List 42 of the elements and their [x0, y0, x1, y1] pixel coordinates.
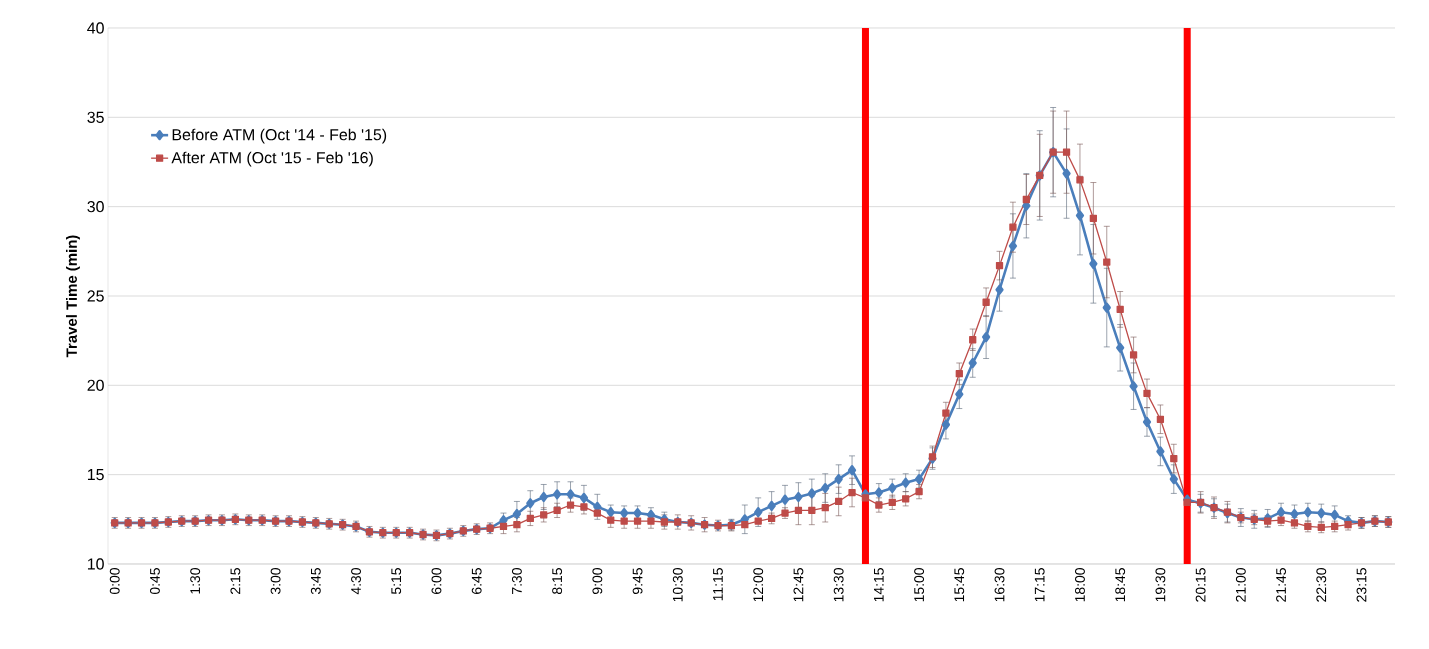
x-tick-label: 13:30: [833, 568, 844, 602]
x-tick-label: 12:45: [793, 568, 804, 602]
y-tick-label: 30: [87, 201, 104, 213]
x-tick-label: 3:00: [270, 568, 281, 595]
x-tick-label: 6:00: [431, 568, 442, 594]
y-tick-label: 10: [87, 558, 104, 570]
x-tick-label: 2:15: [230, 568, 241, 594]
x-tick-label: 19:30: [1155, 568, 1166, 602]
x-tick-label: 8:15: [552, 568, 563, 595]
legend-label: After ATM (Oct '15 - Feb '16): [171, 151, 373, 167]
x-tick-label: 23:15: [1356, 568, 1367, 602]
y-tick-label: 25: [87, 290, 104, 302]
x-tick-label: 10:30: [672, 568, 683, 602]
y-tick-label: 40: [87, 22, 104, 34]
y-axis-title: Travel Time (min): [66, 235, 80, 358]
x-tick-label: 3:45: [310, 568, 321, 595]
x-tick-label: 20:15: [1195, 568, 1206, 602]
y-tick-label: 15: [87, 469, 104, 481]
x-tick-label: 5:15: [391, 568, 402, 595]
x-tick-label: 18:00: [1075, 568, 1085, 602]
y-tick-label: 20: [87, 379, 104, 391]
x-tick-label: 6:45: [471, 568, 482, 594]
x-tick-label: 18:45: [1115, 568, 1126, 602]
x-tick-label: 9:00: [592, 568, 603, 594]
x-tick-label: 14:15: [874, 568, 884, 602]
x-tick-label: 9:45: [632, 568, 643, 594]
y-tick-label: 35: [87, 111, 104, 123]
legend-label: Before ATM (Oct '14 - Feb '15): [172, 128, 387, 144]
x-tick-label: 21:00: [1235, 568, 1246, 602]
x-tick-label: 7:30: [511, 568, 522, 594]
x-tick-label: 1:30: [190, 568, 201, 594]
x-tick-label: 4:30: [351, 568, 361, 595]
x-tick-label: 17:15: [1034, 568, 1045, 602]
x-tick-label: 21:45: [1276, 568, 1286, 602]
x-tick-label: 0:00: [109, 568, 120, 595]
x-tick-label: 15:00: [914, 568, 925, 602]
x-tick-label: 15:45: [954, 568, 965, 602]
x-tick-label: 12:00: [753, 568, 764, 602]
x-tick-label: 16:30: [994, 568, 1005, 602]
x-tick-label: 11:15: [713, 568, 723, 601]
x-tick-label: 0:45: [149, 568, 160, 595]
x-tick-label: 22:30: [1316, 568, 1327, 602]
